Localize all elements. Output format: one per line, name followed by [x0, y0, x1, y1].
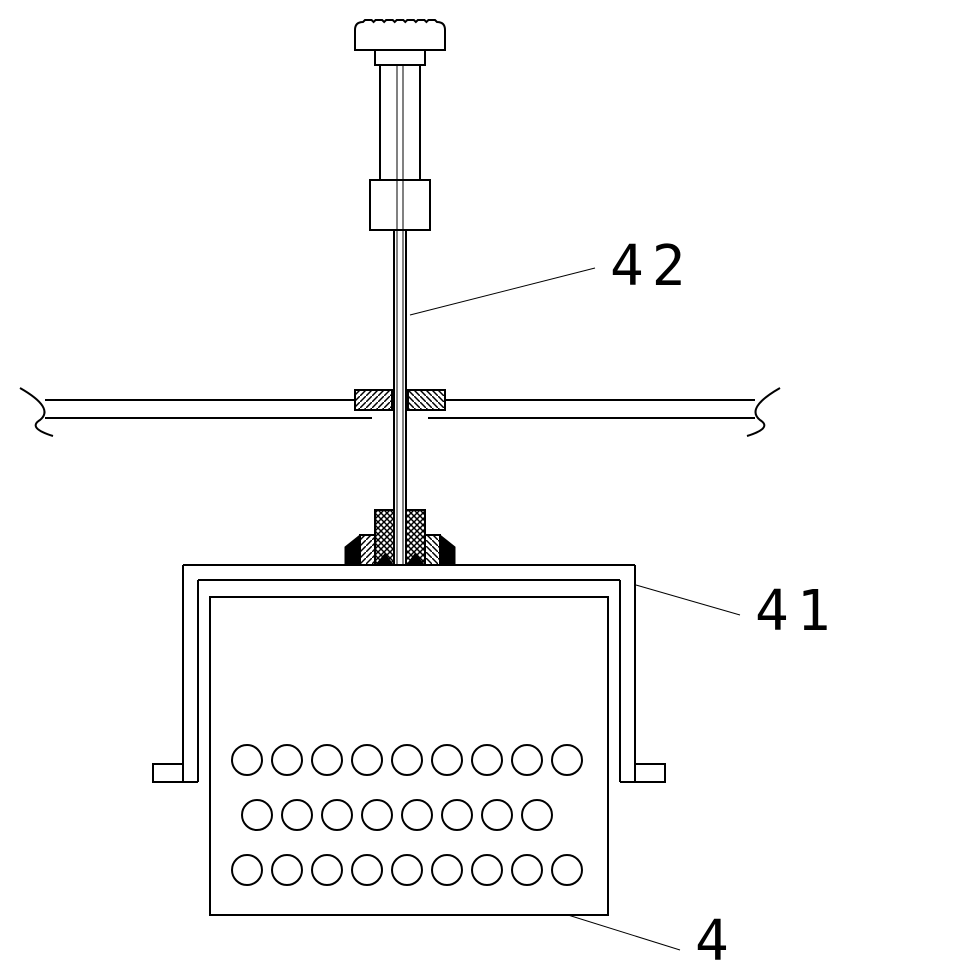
- label_4-label: 4: [695, 909, 737, 974]
- label_41-label: 41: [755, 579, 838, 644]
- technical-diagram: 42 41 4: [0, 0, 964, 977]
- label_42-label: 42: [610, 234, 693, 299]
